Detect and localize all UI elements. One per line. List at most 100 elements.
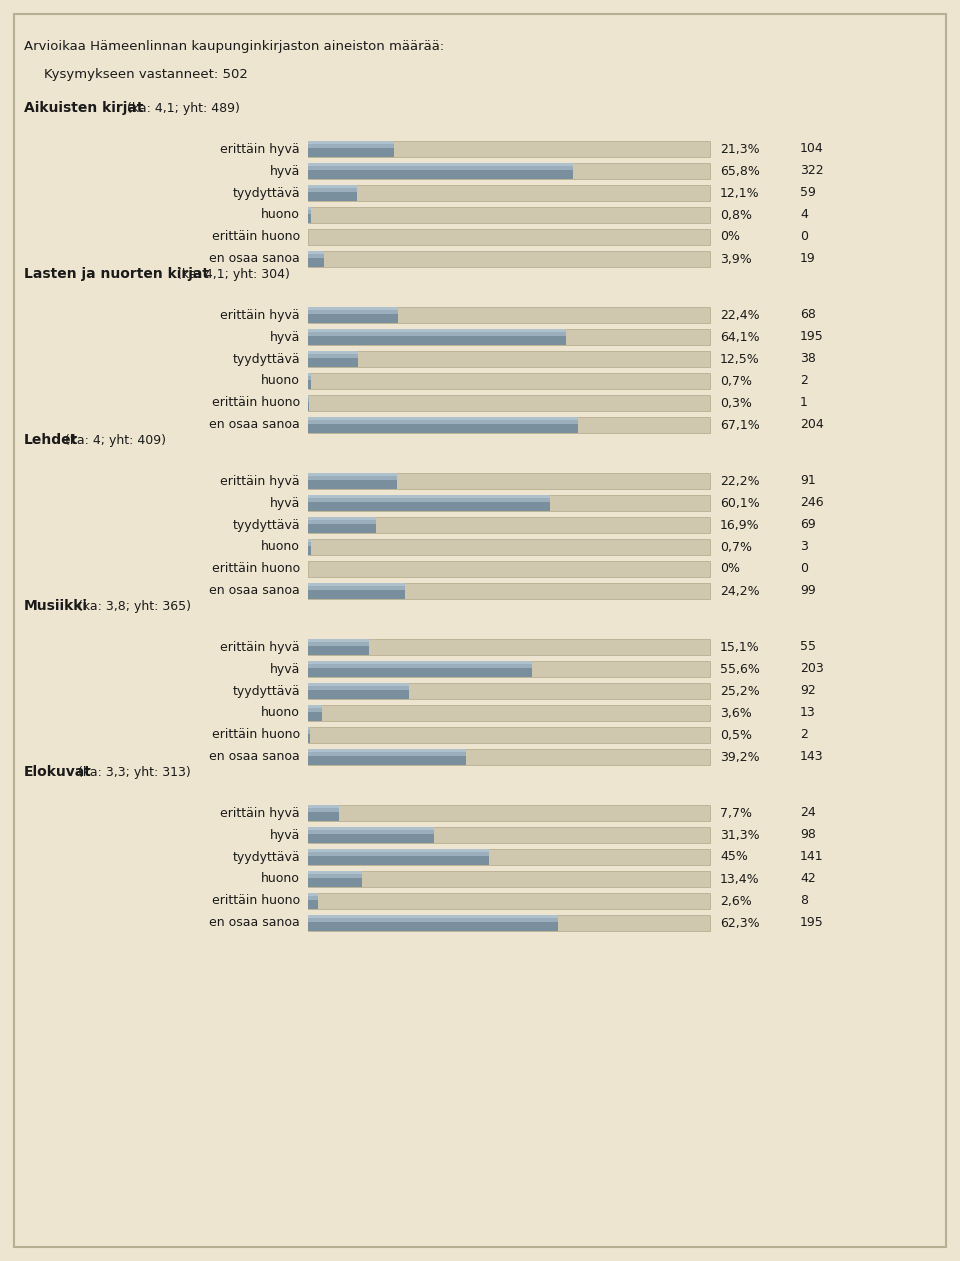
Bar bbox=[308, 871, 362, 878]
Bar bbox=[308, 683, 409, 686]
Bar bbox=[308, 306, 398, 314]
Text: 0,3%: 0,3% bbox=[720, 396, 752, 410]
Bar bbox=[308, 185, 710, 200]
Bar bbox=[308, 871, 710, 886]
Text: (ka: 3,8; yht: 365): (ka: 3,8; yht: 365) bbox=[78, 600, 191, 613]
Bar bbox=[308, 661, 710, 677]
Text: 12,1%: 12,1% bbox=[720, 187, 759, 199]
Bar bbox=[308, 639, 369, 646]
Text: Lehdet: Lehdet bbox=[24, 433, 79, 446]
Bar bbox=[308, 583, 710, 599]
Bar bbox=[308, 517, 376, 523]
Bar bbox=[308, 915, 559, 931]
Text: 60,1%: 60,1% bbox=[720, 497, 759, 509]
Text: 22,4%: 22,4% bbox=[720, 309, 759, 322]
Text: hyvä: hyvä bbox=[270, 497, 300, 509]
Text: erittäin huono: erittäin huono bbox=[212, 396, 300, 410]
Text: Lasten ja nuorten kirjat: Lasten ja nuorten kirjat bbox=[24, 267, 209, 281]
Bar bbox=[308, 351, 358, 367]
Text: 38: 38 bbox=[800, 353, 816, 366]
Text: 31,3%: 31,3% bbox=[720, 828, 759, 841]
Text: 0,5%: 0,5% bbox=[720, 729, 752, 741]
Text: en osaa sanoa: en osaa sanoa bbox=[209, 419, 300, 431]
Text: 16,9%: 16,9% bbox=[720, 518, 759, 531]
Text: erittäin hyvä: erittäin hyvä bbox=[221, 807, 300, 820]
Bar bbox=[308, 141, 710, 158]
Text: 68: 68 bbox=[800, 309, 816, 322]
Bar bbox=[308, 373, 311, 376]
Bar bbox=[308, 329, 565, 346]
Text: 4: 4 bbox=[800, 208, 808, 222]
Bar bbox=[308, 395, 309, 411]
Text: 0%: 0% bbox=[720, 562, 740, 575]
Bar bbox=[308, 351, 358, 354]
Bar bbox=[308, 373, 311, 388]
Bar bbox=[308, 538, 311, 542]
Bar bbox=[308, 185, 357, 192]
Text: 55,6%: 55,6% bbox=[720, 662, 760, 676]
Text: en osaa sanoa: en osaa sanoa bbox=[209, 252, 300, 266]
Bar bbox=[308, 849, 710, 865]
Text: tyydyttävä: tyydyttävä bbox=[232, 518, 300, 531]
Text: 67,1%: 67,1% bbox=[720, 419, 759, 431]
Bar bbox=[308, 496, 550, 498]
Text: 64,1%: 64,1% bbox=[720, 330, 759, 343]
Bar bbox=[308, 163, 572, 179]
Bar bbox=[308, 395, 309, 398]
Text: 21,3%: 21,3% bbox=[720, 142, 759, 155]
Text: 24,2%: 24,2% bbox=[720, 585, 759, 598]
Bar bbox=[308, 251, 710, 267]
Bar bbox=[308, 185, 357, 200]
Text: erittäin huono: erittäin huono bbox=[212, 562, 300, 575]
Text: en osaa sanoa: en osaa sanoa bbox=[209, 585, 300, 598]
Bar bbox=[308, 306, 398, 310]
Bar bbox=[308, 639, 710, 654]
Bar bbox=[308, 728, 310, 734]
Bar bbox=[308, 893, 319, 909]
Bar bbox=[308, 417, 578, 433]
Text: Elokuvat: Elokuvat bbox=[24, 765, 92, 779]
Bar bbox=[308, 417, 578, 424]
Bar bbox=[308, 230, 710, 245]
Bar bbox=[308, 561, 710, 578]
Text: 22,2%: 22,2% bbox=[720, 474, 759, 488]
Bar bbox=[308, 728, 710, 743]
Bar bbox=[308, 583, 405, 599]
Bar bbox=[308, 141, 394, 144]
Text: erittäin huono: erittäin huono bbox=[212, 231, 300, 243]
Bar bbox=[308, 473, 397, 489]
Text: 92: 92 bbox=[800, 685, 816, 697]
Text: 8: 8 bbox=[800, 894, 808, 908]
Text: huono: huono bbox=[261, 541, 300, 554]
Bar bbox=[308, 683, 409, 699]
Text: huono: huono bbox=[261, 208, 300, 222]
Text: (ka: 3,3; yht: 313): (ka: 3,3; yht: 313) bbox=[78, 765, 190, 779]
Bar bbox=[308, 805, 339, 808]
Bar bbox=[308, 538, 311, 546]
Text: (ka: 4,1; yht: 489): (ka: 4,1; yht: 489) bbox=[127, 102, 240, 115]
Text: hyvä: hyvä bbox=[270, 330, 300, 343]
Bar bbox=[308, 517, 376, 533]
Text: 25,2%: 25,2% bbox=[720, 685, 759, 697]
Text: 203: 203 bbox=[800, 662, 824, 676]
Text: 19: 19 bbox=[800, 252, 816, 266]
Bar bbox=[308, 728, 310, 743]
Bar bbox=[308, 849, 489, 852]
Bar bbox=[308, 417, 578, 420]
Bar bbox=[308, 538, 311, 555]
Bar bbox=[308, 329, 565, 332]
Bar bbox=[308, 473, 397, 479]
Text: 39,2%: 39,2% bbox=[720, 750, 759, 763]
Text: 195: 195 bbox=[800, 330, 824, 343]
Text: erittäin huono: erittäin huono bbox=[212, 894, 300, 908]
Bar bbox=[308, 251, 324, 267]
Bar bbox=[308, 705, 323, 707]
Text: 0%: 0% bbox=[720, 231, 740, 243]
Bar bbox=[308, 373, 710, 388]
Bar bbox=[308, 749, 466, 765]
Text: 99: 99 bbox=[800, 585, 816, 598]
Text: huono: huono bbox=[261, 706, 300, 720]
Bar bbox=[308, 827, 434, 844]
Text: en osaa sanoa: en osaa sanoa bbox=[209, 917, 300, 929]
Bar bbox=[308, 749, 466, 755]
